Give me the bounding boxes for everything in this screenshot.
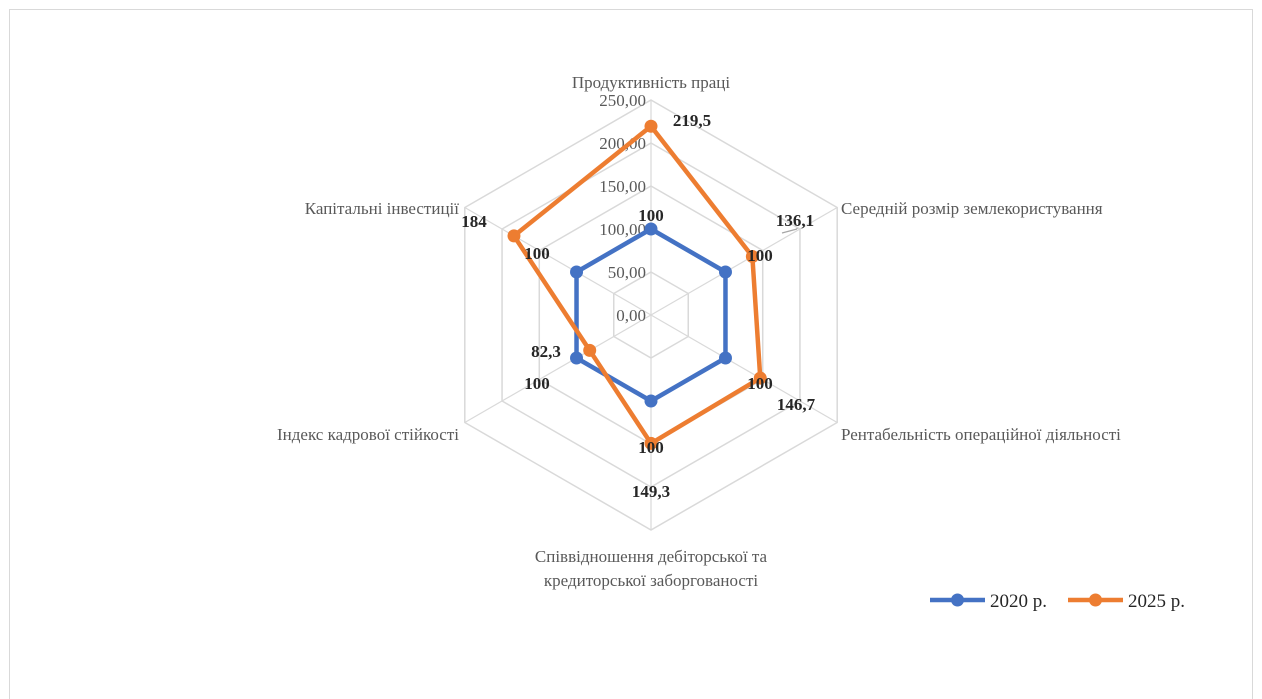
data-label: 100	[638, 438, 664, 457]
tick-label: 50,00	[608, 263, 646, 282]
series-layer	[507, 119, 767, 450]
tick-label: 250,00	[599, 91, 646, 110]
category-label: Рентабельність операційної діяльності	[841, 425, 1121, 444]
tick-label: 100,00	[599, 220, 646, 239]
legend-marker	[951, 593, 964, 607]
data-label: 100	[524, 374, 550, 393]
data-point	[644, 436, 658, 450]
data-point	[644, 119, 658, 133]
data-label: 82,3	[531, 342, 561, 361]
legend-label: 2025 р.	[1128, 591, 1185, 612]
legend: 2020 р. 2025 р.	[930, 591, 1185, 612]
grid-spoke	[650, 314, 838, 424]
data-label: 219,5	[673, 111, 711, 130]
category-label: Співвідношення дебіторської та	[535, 547, 768, 566]
tick-label: 0,00	[616, 306, 646, 325]
chart-area	[9, 9, 1253, 699]
tick-label: 150,00	[599, 177, 646, 196]
grid-spoke	[464, 314, 652, 424]
category-label: Середній розмір землекористування	[841, 199, 1103, 218]
data-label: 149,3	[632, 482, 670, 501]
data-label: 136,1	[776, 211, 814, 230]
data-label: 184	[461, 212, 487, 231]
leader-line	[781, 228, 798, 234]
data-label: 100	[747, 374, 773, 393]
radar-grid	[464, 99, 838, 531]
data-label: 146,7	[777, 395, 816, 414]
data-point	[570, 351, 584, 365]
category-label: Індекс кадрової стійкості	[277, 425, 459, 444]
data-label: 100	[524, 244, 550, 263]
data-point	[644, 222, 658, 236]
data-point	[718, 351, 732, 365]
data-point	[570, 265, 584, 279]
data-label: 100	[638, 206, 664, 225]
data-point	[745, 249, 759, 263]
data-point	[507, 229, 521, 243]
category-label: Продуктивність праці	[572, 73, 731, 92]
data-label: 100	[747, 246, 773, 265]
grid-spoke	[464, 206, 652, 316]
data-point	[583, 343, 597, 357]
category-label: Капітальні інвестиції	[305, 199, 460, 218]
category-label: кредиторської заборгованості	[544, 571, 759, 590]
data-labels: 100 100 100 100 100 100 219,5 136,1 146,7 149,3 82…	[461, 111, 815, 501]
data-point	[644, 394, 658, 408]
data-point	[718, 265, 732, 279]
grid-spoke	[650, 206, 838, 316]
legend-label: 2020 р.	[990, 591, 1047, 612]
legend-marker	[1089, 593, 1102, 607]
data-point	[753, 371, 767, 385]
category-labels: Продуктивність праці Середній розмір земл…	[277, 73, 1121, 590]
